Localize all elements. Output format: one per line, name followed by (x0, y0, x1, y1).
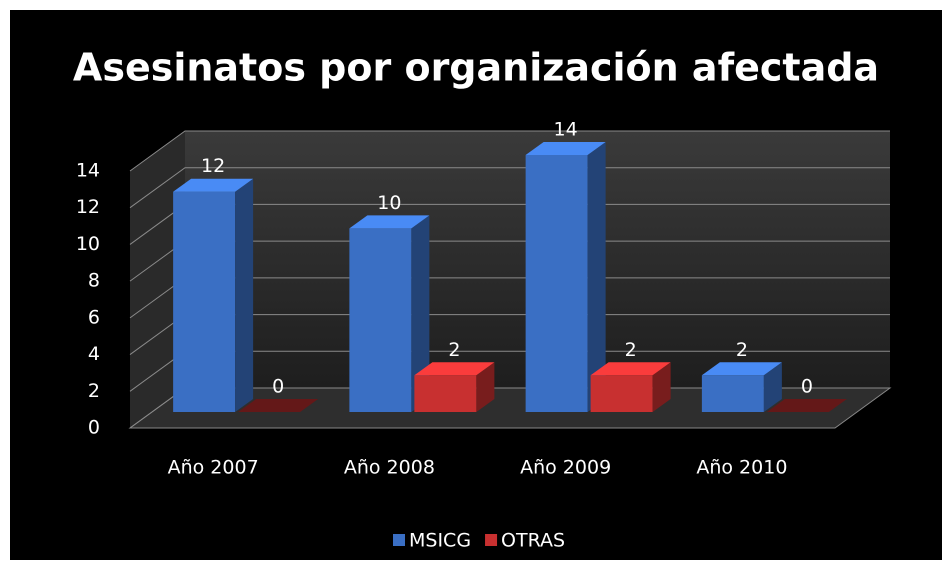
value-label: 10 (377, 192, 401, 214)
bar (701, 362, 782, 412)
x-tick-label: Año 2009 (520, 457, 611, 479)
value-label: 0 (801, 376, 813, 398)
bar-top (238, 399, 319, 412)
legend-label: MSICG (409, 530, 471, 552)
side-wall (130, 131, 185, 428)
bar-top (525, 142, 606, 155)
bar (525, 142, 606, 412)
x-tick-label: Año 2008 (344, 457, 435, 479)
y-tick-label: 0 (88, 417, 100, 439)
bar-top (701, 362, 782, 376)
bar-front (701, 375, 764, 412)
bar-side (476, 362, 495, 412)
bar-top (590, 362, 671, 376)
bar (349, 215, 430, 412)
value-label: 12 (201, 155, 225, 177)
y-tick-label: 14 (76, 160, 100, 182)
value-label: 2 (448, 339, 460, 361)
value-label: 2 (625, 339, 637, 361)
grid-line (129, 130, 890, 172)
bar (766, 399, 847, 412)
legend-swatch (393, 534, 405, 546)
value-label: 14 (554, 119, 578, 141)
bar-side (411, 215, 430, 412)
x-tick-label: Año 2010 (696, 457, 787, 479)
bar (173, 178, 254, 412)
y-tick-label: 10 (76, 233, 100, 255)
bar-front (525, 155, 588, 412)
bar-side (763, 362, 782, 412)
y-tick-label: 2 (88, 380, 100, 402)
bar-front (414, 375, 477, 412)
bar-front (173, 191, 236, 412)
bar (590, 362, 671, 412)
bar-side (587, 142, 606, 412)
legend-swatch (485, 534, 498, 546)
grid-line (129, 167, 890, 209)
y-tick-label: 6 (88, 306, 100, 328)
chart-title: Asesinatos por organización afectada (73, 46, 879, 90)
y-tick-label: 8 (88, 270, 100, 292)
bar-top (766, 399, 847, 412)
legend-label: OTRAS (501, 530, 565, 552)
bar-top (349, 215, 430, 229)
bar-side (235, 178, 254, 412)
bar-front (590, 375, 653, 412)
value-label: 2 (736, 339, 748, 361)
bar-front (349, 228, 412, 412)
bar (414, 362, 495, 412)
bar-top (173, 178, 254, 192)
y-tick-label: 4 (88, 343, 100, 365)
value-label: 0 (272, 376, 284, 398)
bar-top (414, 362, 495, 376)
y-tick-label: 12 (76, 196, 100, 218)
bar-side (652, 362, 671, 412)
x-tick-label: Año 2007 (168, 457, 259, 479)
bar (238, 399, 319, 412)
